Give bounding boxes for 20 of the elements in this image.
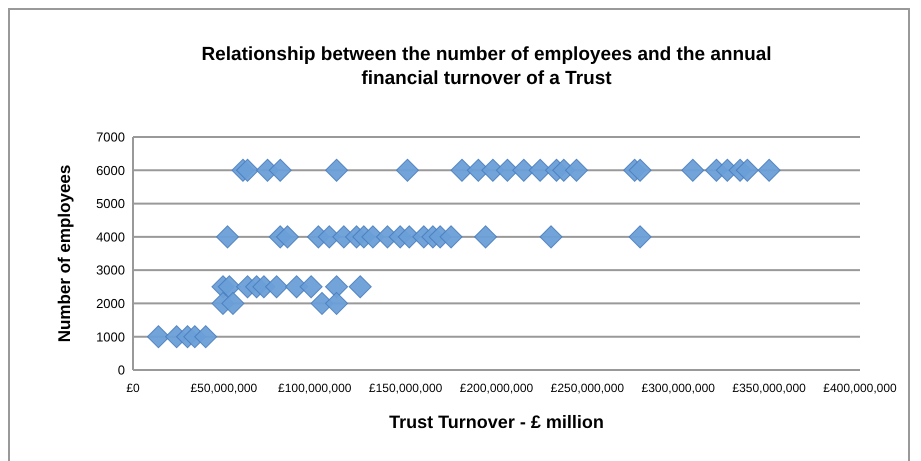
y-tick-label: 5000 [96,196,125,212]
y-tick-label: 4000 [96,229,125,244]
x-tick-label: £200,000,000 [460,381,534,395]
x-tick-label: £300,000,000 [642,381,716,395]
chart-title: Relationship between the number of employees and the annual financial turnover of a Trust [201,44,772,89]
y-tick-label: 3000 [96,262,125,278]
y-tick-label: 2000 [96,296,125,311]
x-tick-label: £100,000,000 [278,381,352,395]
y-tick-label: 1000 [96,329,125,344]
x-tick-label: £150,000,000 [368,381,443,395]
x-axis-title: Trust Turnover - £ million [389,412,604,432]
y-tick-label: 0 [118,362,125,378]
x-tick-label: £50,000,000 [190,381,258,395]
x-tick-label: £350,000,000 [732,381,806,395]
y-axis-title: Number of employees [55,164,74,342]
y-tick-label: 7000 [96,130,125,145]
x-tick-label: £250,000,000 [550,381,624,395]
y-tick-label: 6000 [96,162,125,178]
x-tick-label: £0 [126,381,140,395]
x-tick-label: £400,000,000 [823,381,898,395]
